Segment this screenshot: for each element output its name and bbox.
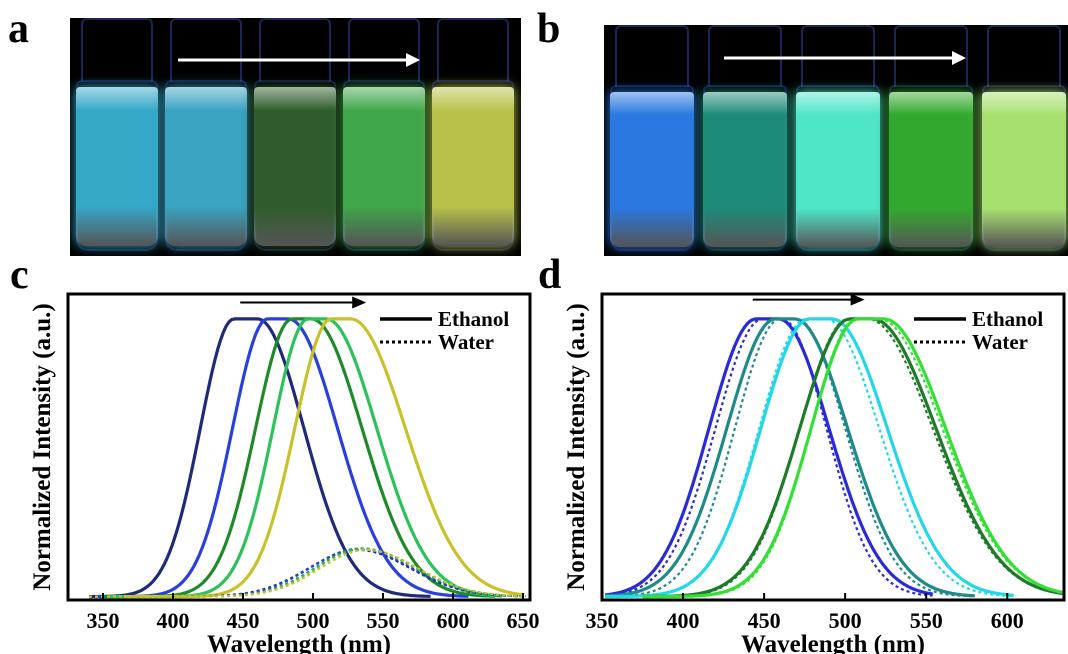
emission-chart-d: 350 400 450 500 550 600 Wavelength (nm) Normali… [563, 292, 1066, 654]
vial-meniscus [703, 91, 787, 116]
series-4-dotted [605, 317, 975, 598]
vial-liquid [796, 91, 880, 247]
legend-label-ethanol: Ethanol [438, 307, 509, 331]
vial-liquid [76, 87, 158, 247]
vial-meniscus [165, 87, 247, 111]
x-tick-label-450: 450 [748, 608, 781, 633]
shift-arrow-head [850, 293, 865, 306]
vial-liquid [432, 87, 514, 247]
vial-meniscus [982, 91, 1066, 116]
series-3-solid [103, 317, 496, 599]
vial-cap [258, 18, 332, 82]
x-tick-label-600: 600 [991, 608, 1024, 633]
x-tick-label-350: 350 [586, 608, 619, 633]
x-tick-label-650: 650 [507, 608, 540, 633]
panel-label-c: c [10, 252, 29, 298]
plot-frame [600, 292, 1066, 602]
x-tick-label-400: 400 [157, 608, 190, 633]
vial-meniscus [610, 91, 694, 116]
vial-liquid [703, 91, 787, 247]
panel-label-b: b [537, 6, 561, 52]
panel-label-d: d [538, 252, 562, 298]
series-10-dotted [642, 317, 1065, 598]
legend-label-water: Water [438, 330, 494, 354]
vial-photo-b [604, 25, 1068, 256]
vial-cap [347, 18, 421, 82]
vial-1 [76, 18, 158, 256]
vial-liquid [982, 91, 1066, 247]
vial-1 [610, 25, 694, 256]
vial-3 [796, 25, 880, 256]
vial-liquid [254, 87, 336, 247]
y-axis-label: Normalized Intensity (a.u.) [29, 303, 56, 590]
vial-photo-a [70, 18, 521, 256]
vial-cap [708, 25, 782, 88]
vial-meniscus [889, 91, 973, 116]
series-2-solid [96, 317, 469, 599]
y-axis-label: Normalized Intensity (a.u.) [563, 303, 590, 590]
x-tick-label-550: 550 [367, 608, 400, 633]
series-6-dotted [605, 317, 1014, 598]
legend-label-water: Water [972, 330, 1028, 354]
x-tick-label-500: 500 [829, 608, 862, 633]
vial-4 [889, 25, 973, 256]
x-tick-label-550: 550 [910, 608, 943, 633]
vial-cap [801, 25, 875, 88]
x-tick-label-450: 450 [227, 608, 260, 633]
vial-2 [703, 25, 787, 256]
plot-frame [66, 292, 532, 602]
series-5-solid [605, 317, 1014, 599]
x-axis-label: Wavelength (nm) [741, 631, 925, 654]
vial-cap [80, 18, 154, 82]
vial-meniscus [254, 87, 336, 111]
x-tick-label-400: 400 [667, 608, 700, 633]
vial-cap [169, 18, 243, 82]
vial-meniscus [796, 91, 880, 116]
series-7-solid [642, 317, 1065, 599]
vial-cap [894, 25, 968, 88]
vial-3 [254, 18, 336, 256]
emission-chart-c: 350 400 450 500 550 600 650 Wavelength (nm) Norm… [29, 292, 540, 654]
vial-liquid [889, 91, 973, 247]
vial-2 [165, 18, 247, 256]
series-5-solid [124, 317, 525, 599]
panel-label-a: a [8, 6, 29, 52]
arrow-head [406, 53, 420, 67]
vial-cap [615, 25, 689, 88]
x-axis-label: Wavelength (nm) [207, 631, 391, 654]
direction-arrow [178, 53, 420, 67]
legend-label-ethanol: Ethanol [972, 307, 1043, 331]
series-2-dotted [605, 317, 933, 597]
vial-cap [436, 18, 510, 82]
shift-arrow-head [352, 296, 367, 309]
series-10-dotted [89, 548, 526, 598]
x-tick-label-350: 350 [87, 608, 120, 633]
vial-5 [432, 18, 514, 256]
vial-4 [343, 18, 425, 256]
series-9-solid [642, 317, 1065, 599]
vial-meniscus [76, 87, 158, 111]
vial-liquid [165, 87, 247, 247]
vial-5 [982, 25, 1066, 256]
series-8-dotted [642, 317, 1065, 598]
vial-liquid [610, 91, 694, 247]
vial-meniscus [432, 87, 514, 111]
direction-arrow [724, 51, 966, 65]
arrow-head [952, 51, 966, 65]
vial-liquid [343, 87, 425, 247]
x-tick-label-600: 600 [437, 608, 470, 633]
vial-cap [987, 25, 1061, 88]
vial-meniscus [343, 87, 425, 111]
x-tick-label-500: 500 [297, 608, 330, 633]
series-1-solid [89, 317, 431, 599]
